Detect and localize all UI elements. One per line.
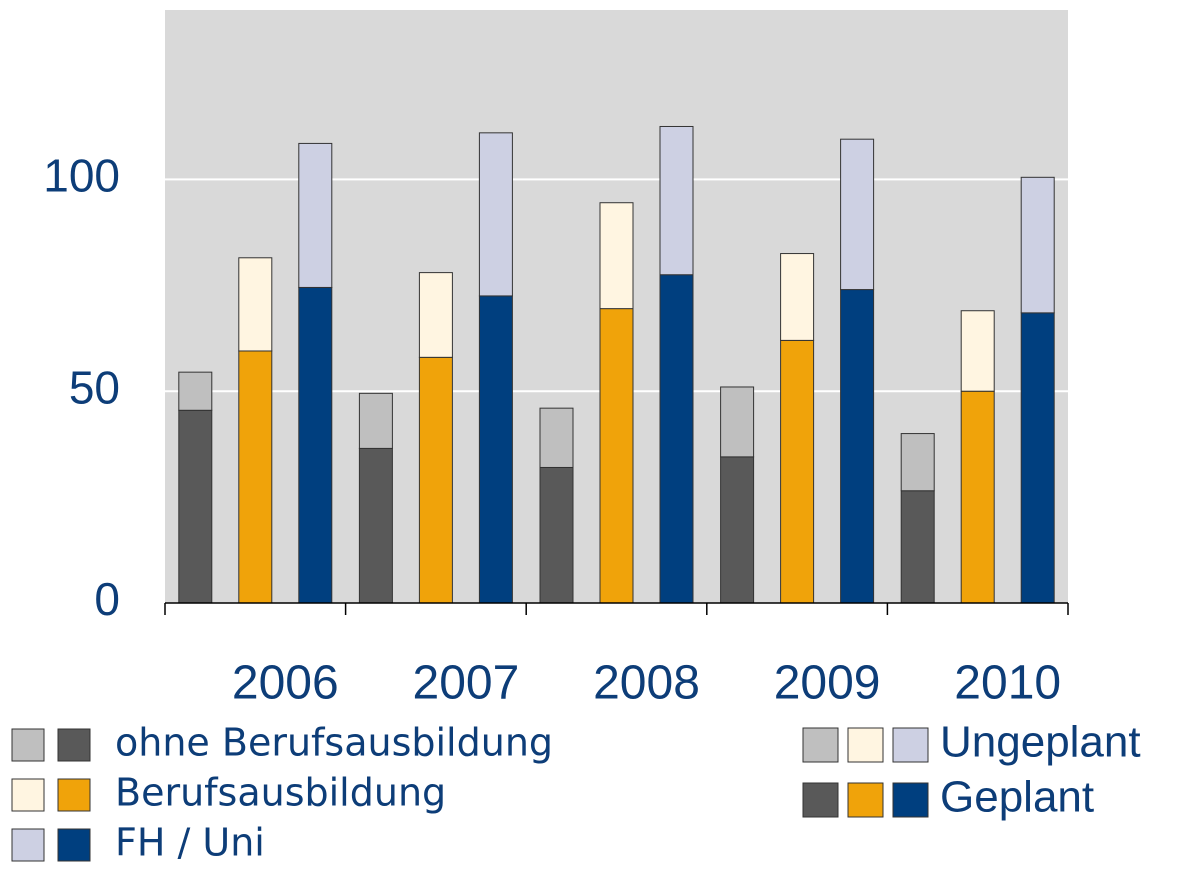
bar-segment (840, 289, 875, 604)
bar-segment (720, 386, 755, 458)
bar-segment (539, 466, 574, 604)
bar-segment (780, 339, 815, 604)
bar-segment (900, 433, 935, 492)
y-tick-label: 50 (69, 361, 120, 413)
bar-segment (178, 409, 213, 604)
bar-segment (478, 132, 513, 297)
x-tick-label: 2010 (954, 657, 1061, 710)
bar-segment (720, 456, 755, 604)
legend-swatch (802, 782, 839, 818)
y-tick-label: 0 (94, 573, 120, 625)
bar-segment (599, 202, 634, 310)
bar-segment (659, 125, 694, 276)
legend-label: Geplant (940, 773, 1094, 822)
legend-swatch (847, 727, 884, 763)
legend-swatch (802, 727, 839, 763)
bar-segment (659, 274, 694, 604)
bar-segment (840, 138, 875, 291)
legend-swatch (892, 727, 929, 763)
legend-swatch (11, 778, 45, 812)
x-tick-label: 2008 (593, 657, 700, 710)
legend-label: ohne Berufsausbildung (115, 721, 553, 765)
bar-segment (780, 253, 815, 341)
legend-swatch (57, 828, 91, 862)
bar-segment (478, 295, 513, 604)
x-tick-label: 2007 (413, 657, 520, 710)
bar-segment (539, 407, 574, 468)
y-tick-label: 100 (43, 150, 120, 202)
bar-segment (358, 392, 393, 449)
bar-segment (960, 310, 995, 392)
bar-segment (298, 142, 333, 288)
legend-swatch (892, 782, 929, 818)
bar-segment (599, 308, 634, 604)
legend-swatch (57, 778, 91, 812)
legend-swatch (11, 828, 45, 862)
legend-swatch (57, 728, 91, 762)
bar-segment (358, 447, 393, 604)
bar-segment (1020, 312, 1055, 604)
legend-label: FH / Uni (115, 821, 265, 865)
x-tick-label: 2006 (232, 657, 339, 710)
bar-segment (178, 371, 213, 411)
legend-swatch (11, 728, 45, 762)
bar-segment (238, 350, 273, 604)
bar-segment (418, 356, 453, 604)
bar-segment (900, 490, 935, 604)
legend-swatch (847, 782, 884, 818)
bar-segment (418, 272, 453, 358)
bar-segment (960, 390, 995, 604)
x-tick-label: 2009 (774, 657, 881, 710)
bar-segment (1020, 176, 1055, 314)
legend-label: Berufsausbildung (115, 771, 446, 815)
bar-segment (298, 286, 333, 604)
bar-segment (238, 257, 273, 352)
legend-label: Ungeplant (940, 718, 1141, 767)
